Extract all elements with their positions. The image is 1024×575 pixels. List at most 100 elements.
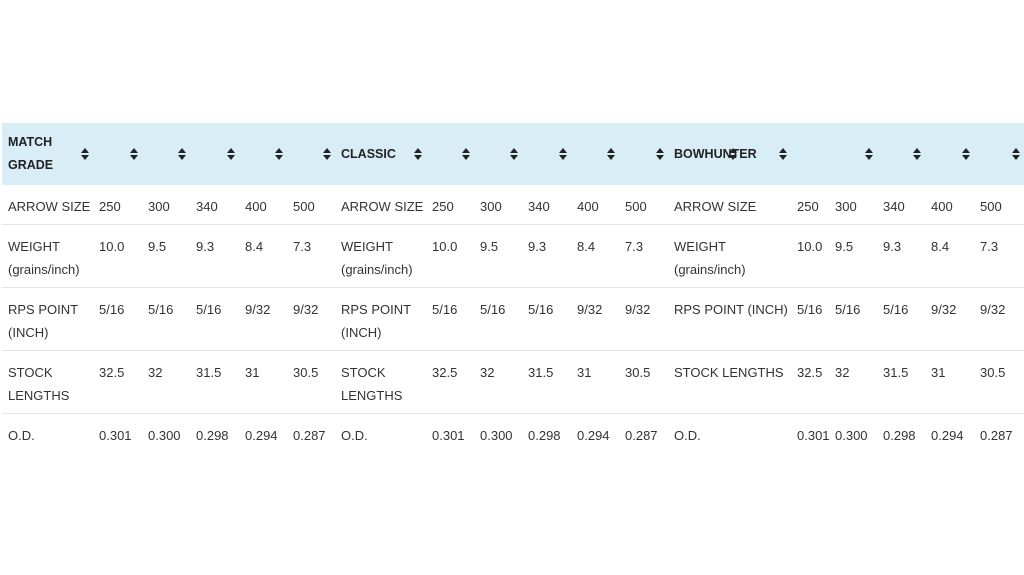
- col-header-label: BOWHUNTER: [674, 146, 757, 161]
- table-cell: 8.4: [571, 224, 619, 288]
- table-cell: 0.287: [980, 428, 1013, 443]
- col-header[interactable]: [239, 123, 287, 185]
- table-cell: 400: [239, 185, 287, 225]
- col-header[interactable]: [571, 123, 619, 185]
- table-cell: 340: [877, 185, 925, 225]
- table-cell: 9/32: [974, 287, 1024, 351]
- col-header-match-grade[interactable]: MATCH GRADE: [2, 123, 93, 185]
- table-cell: 5/16: [522, 287, 571, 351]
- col-header[interactable]: [829, 123, 877, 185]
- col-header[interactable]: [925, 123, 974, 185]
- table-cell-label: STOCK LENGTHS: [668, 350, 791, 414]
- table-cell: 32.5: [791, 350, 829, 414]
- table-cell-label: O.D.: [674, 428, 701, 443]
- table-cell-label: STOCK LENGTHS: [2, 350, 93, 414]
- sort-icon[interactable]: [559, 147, 567, 161]
- sort-icon[interactable]: [607, 147, 615, 161]
- sort-icon[interactable]: [323, 147, 331, 161]
- table-row-rps-point: RPS POINT (INCH) 5/16 5/16 5/16 9/32 9/3…: [2, 287, 1024, 351]
- sort-icon[interactable]: [865, 147, 873, 161]
- col-header[interactable]: [474, 123, 522, 185]
- table-cell: 9.5: [474, 224, 522, 288]
- table-row-arrow-size: ARROW SIZE 250 300 340 400 500 ARROW SIZ…: [2, 185, 1024, 225]
- table-cell: 0.298: [196, 428, 229, 443]
- table-cell: 9/32: [925, 287, 974, 351]
- table-cell: 500: [974, 185, 1024, 225]
- col-header[interactable]: [619, 123, 668, 185]
- table-row-weight: WEIGHT (grains/inch) 10.0 9.5 9.3 8.4 7.…: [2, 224, 1024, 288]
- col-header-label: CLASSIC: [341, 146, 396, 161]
- table-cell: 7.3: [974, 224, 1024, 288]
- col-header[interactable]: [190, 123, 239, 185]
- table-cell: 5/16: [93, 287, 142, 351]
- table-cell-label: RPS POINT (INCH): [2, 287, 93, 351]
- sort-icon[interactable]: [656, 147, 664, 161]
- table-cell: 9.3: [190, 224, 239, 288]
- table-cell: 400: [571, 185, 619, 225]
- table-cell: 250: [426, 185, 474, 225]
- col-header[interactable]: [426, 123, 474, 185]
- sort-icon[interactable]: [414, 147, 422, 161]
- table-cell: 500: [287, 185, 335, 225]
- table-cell-label: ARROW SIZE: [668, 185, 791, 225]
- table-row-stock-lengths: STOCK LENGTHS 32.5 32 31.5 31 30.5 STOCK…: [2, 350, 1024, 414]
- table-cell: 0.300: [835, 428, 868, 443]
- table-cell: 0.287: [625, 428, 658, 443]
- table-cell-label: STOCK LENGTHS: [335, 350, 426, 414]
- sort-icon[interactable]: [779, 147, 787, 161]
- table-cell-label: O.D.: [8, 428, 35, 443]
- table-cell: 9.3: [522, 224, 571, 288]
- table-cell: 31: [239, 350, 287, 414]
- sort-icon[interactable]: [913, 147, 921, 161]
- table-cell: 30.5: [974, 350, 1024, 414]
- table-cell: 250: [93, 185, 142, 225]
- table-cell: 31: [925, 350, 974, 414]
- col-header[interactable]: [142, 123, 190, 185]
- col-header-label: MATCH GRADE: [8, 135, 54, 172]
- col-header[interactable]: [287, 123, 335, 185]
- table-cell-label: O.D.: [341, 428, 368, 443]
- table-cell-label: ARROW SIZE: [335, 185, 426, 225]
- sort-icon[interactable]: [81, 147, 89, 161]
- table-cell: 0.298: [883, 428, 916, 443]
- col-header-classic[interactable]: CLASSIC: [335, 123, 426, 185]
- table-cell-label: WEIGHT (grains/inch): [2, 224, 93, 288]
- col-header[interactable]: [877, 123, 925, 185]
- table-cell: 32: [474, 350, 522, 414]
- table-cell: 5/16: [142, 287, 190, 351]
- table-cell: 340: [190, 185, 239, 225]
- col-header[interactable]: [522, 123, 571, 185]
- table-row-od: O.D. 0.301 0.300 0.298 0.294 0.287 O.D. …: [2, 414, 1024, 454]
- sort-icon[interactable]: [130, 147, 138, 161]
- table-cell: 0.301: [797, 428, 830, 443]
- table-cell-label: RPS POINT (INCH): [668, 287, 791, 351]
- sort-icon[interactable]: [462, 147, 470, 161]
- table-cell: 9/32: [287, 287, 335, 351]
- table-cell: 500: [619, 185, 668, 225]
- sort-icon[interactable]: [1012, 147, 1020, 161]
- table-cell: 5/16: [190, 287, 239, 351]
- sort-icon[interactable]: [227, 147, 235, 161]
- table-cell-label: ARROW SIZE: [2, 185, 93, 225]
- sort-icon[interactable]: [275, 147, 283, 161]
- table-cell: 7.3: [287, 224, 335, 288]
- sort-icon[interactable]: [729, 147, 737, 161]
- col-header[interactable]: [974, 123, 1024, 185]
- col-header[interactable]: [791, 123, 829, 185]
- table-cell: 7.3: [619, 224, 668, 288]
- table-cell: 5/16: [877, 287, 925, 351]
- table-cell: 31.5: [190, 350, 239, 414]
- table-cell: 5/16: [791, 287, 829, 351]
- table-cell: 0.294: [245, 428, 278, 443]
- sort-icon[interactable]: [962, 147, 970, 161]
- col-header-bowhunter[interactable]: BOWHUNTER: [668, 123, 791, 185]
- col-header[interactable]: [93, 123, 142, 185]
- table-cell: 9.5: [142, 224, 190, 288]
- table-cell: 31.5: [877, 350, 925, 414]
- sort-icon[interactable]: [178, 147, 186, 161]
- table-cell: 9.5: [829, 224, 877, 288]
- table-cell: 0.300: [480, 428, 513, 443]
- sort-icon[interactable]: [510, 147, 518, 161]
- table-cell: 300: [474, 185, 522, 225]
- table-cell: 250: [791, 185, 829, 225]
